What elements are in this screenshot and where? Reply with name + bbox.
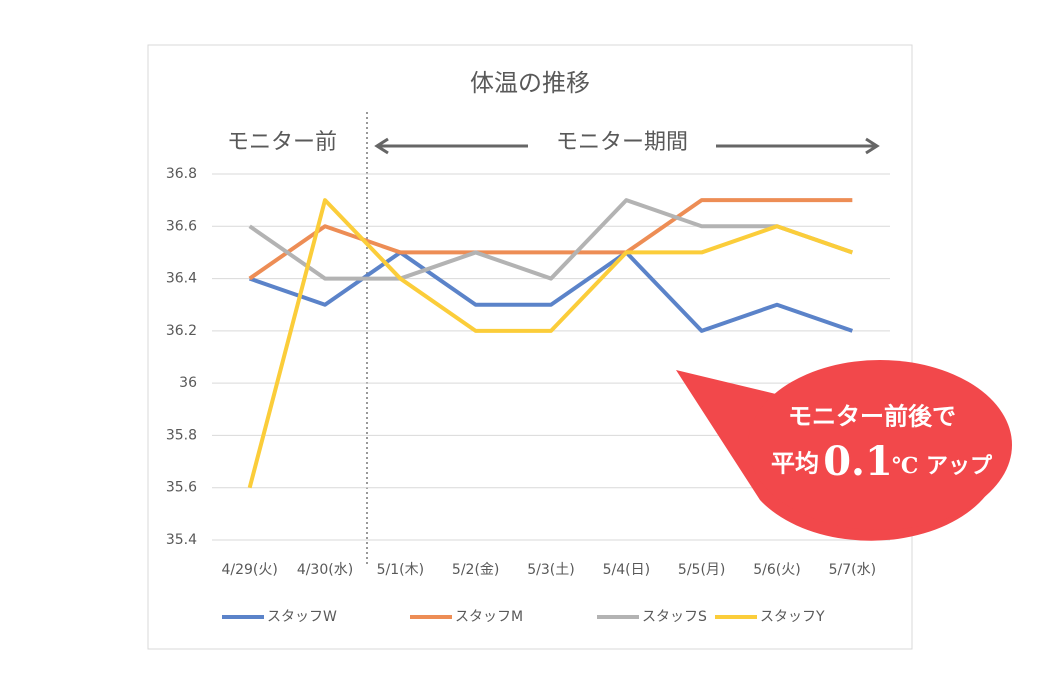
legend-label: スタッフS <box>642 609 707 625</box>
y-tick-label: 36.6 <box>166 218 197 234</box>
y-tick-label: 35.8 <box>166 427 197 443</box>
legend-label: スタッフM <box>455 609 523 625</box>
callout-line1: モニター前後で <box>788 402 956 431</box>
series-line <box>249 250 853 333</box>
annotation-period: モニター期間 <box>556 130 688 155</box>
annotation-before: モニター前 <box>227 130 337 155</box>
y-tick-label: 35.4 <box>166 532 197 548</box>
y-tick-label: 35.6 <box>166 480 197 496</box>
series-line <box>248 198 853 281</box>
y-tick-label: 36 <box>179 375 197 391</box>
callout-average: 平均 <box>771 449 819 478</box>
x-tick-label: 5/5(月) <box>678 562 725 578</box>
y-tick-label: 36.4 <box>166 271 197 287</box>
chart-title: 体温の推移 <box>470 69 590 97</box>
callout: モニター前後で 平均 0.1 ℃ アップ <box>676 360 1012 541</box>
series-line <box>247 198 853 489</box>
x-tick-label: 5/6(火) <box>753 562 800 578</box>
x-tick-label: 5/3(土) <box>527 562 574 578</box>
x-tick-label: 5/4(日) <box>603 562 650 578</box>
period-arrows <box>374 137 880 155</box>
callout-number: 0.1 <box>823 438 893 485</box>
x-tick-label: 4/30(水) <box>297 562 353 578</box>
callout-unit: ℃ アップ <box>892 453 993 479</box>
legend-label: スタッフW <box>267 609 337 625</box>
legend-label: スタッフY <box>760 609 825 625</box>
y-tick-label: 36.2 <box>166 323 197 339</box>
y-tick-label: 36.8 <box>166 166 197 182</box>
x-tick-label: 5/7(水) <box>829 562 876 578</box>
x-tick-label: 4/29(火) <box>221 562 277 578</box>
series-line <box>248 198 853 281</box>
x-tick-label: 5/2(金) <box>452 562 499 578</box>
x-tick-label: 5/1(木) <box>377 562 424 578</box>
